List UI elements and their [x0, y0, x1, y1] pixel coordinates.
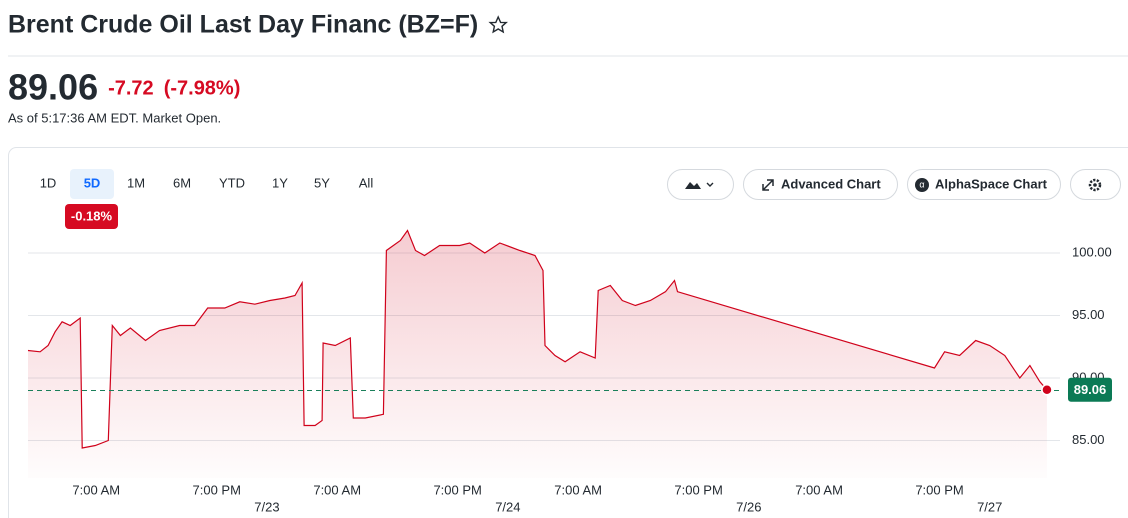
- price: 89.06: [8, 67, 98, 108]
- date-tick-label: 7/24: [495, 499, 520, 514]
- range-change-badge: [65, 204, 118, 229]
- date-tick-label: 7/26: [736, 499, 761, 514]
- range-tab[interactable]: 1M: [127, 175, 145, 190]
- last-price-badge: [1068, 377, 1112, 402]
- price-change-percent: (-7.98%): [164, 77, 241, 99]
- range-tab[interactable]: 5Y: [314, 175, 330, 190]
- timestamp: As of 5:17:36 AM EDT. Market Open.: [8, 110, 221, 125]
- x-tick-label: 7:00 PM: [193, 482, 241, 497]
- last-price-label: 89.06: [1074, 382, 1107, 397]
- x-tick-label: 7:00 PM: [915, 482, 963, 497]
- x-tick-label: 7:00 AM: [72, 482, 120, 497]
- alphaspace-label: AlphaSpace Chart: [935, 176, 1048, 191]
- watchlist-star[interactable]: [488, 15, 508, 34]
- area: [28, 230, 1047, 478]
- y-tick-label: 100.00: [1072, 244, 1112, 259]
- selected-tab-bg: [70, 169, 114, 199]
- chart-type-button[interactable]: [667, 169, 734, 200]
- y-tick-label: 95.00: [1072, 307, 1105, 322]
- range-tab[interactable]: 5D: [84, 175, 101, 190]
- alphaspace-button[interactable]: α AlphaSpace Chart: [907, 169, 1061, 200]
- x-tick-label: 7:00 AM: [795, 482, 843, 497]
- x-tick-label: 7:00 PM: [674, 482, 722, 497]
- range-tab[interactable]: YTD: [219, 175, 245, 190]
- y-tick-label: 85.00: [1072, 432, 1105, 447]
- range-tab[interactable]: 6M: [173, 175, 191, 190]
- last-point: [1041, 384, 1053, 396]
- range-tab[interactable]: 1Y: [272, 175, 288, 190]
- range-tab[interactable]: 1D: [40, 175, 57, 190]
- advanced-chart-label: Advanced Chart: [781, 176, 881, 191]
- date-tick-label: 7/23: [254, 499, 279, 514]
- price-line: [27, 229, 1048, 449]
- price-change: -7.72: [108, 77, 154, 99]
- x-tick-label: 7:00 PM: [433, 482, 481, 497]
- range-tab[interactable]: All: [359, 175, 374, 190]
- x-tick-label: 7:00 AM: [313, 482, 361, 497]
- chart-card: [8, 147, 1128, 518]
- date-tick-label: 7/27: [977, 499, 1002, 514]
- settings-button[interactable]: [1070, 169, 1121, 200]
- advanced-chart-button[interactable]: Advanced Chart: [743, 169, 898, 200]
- x-tick-label: 7:00 AM: [554, 482, 602, 497]
- svg-text:α: α: [919, 179, 924, 189]
- title: Brent Crude Oil Last Day Financ (BZ=F): [8, 11, 478, 39]
- range-change: -0.18%: [71, 208, 113, 223]
